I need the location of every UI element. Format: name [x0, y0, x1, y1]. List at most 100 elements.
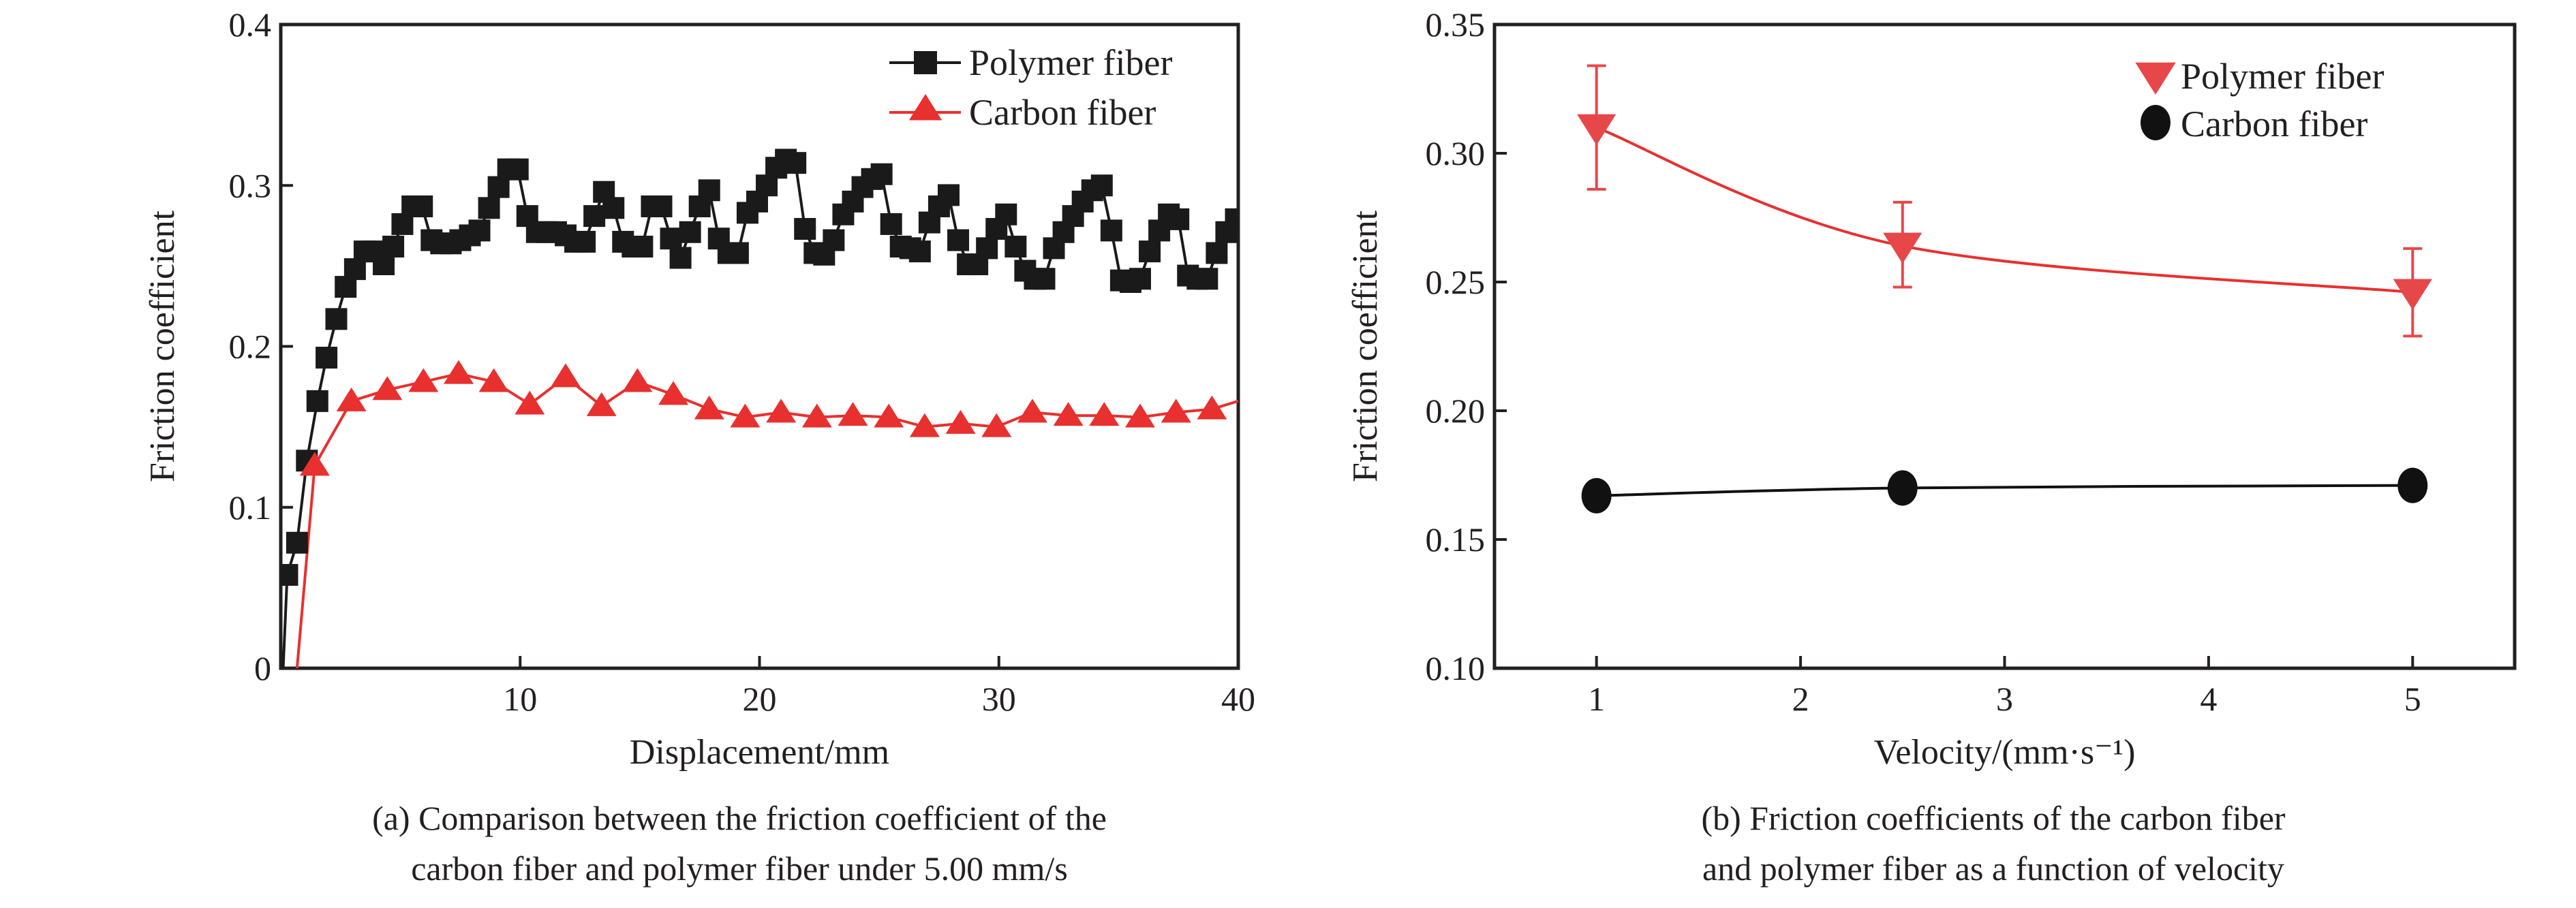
- polymer-fiber-point: [880, 213, 902, 235]
- y-tick-label: 0.15: [1426, 520, 1486, 559]
- x-tick-label: 1: [1588, 680, 1605, 718]
- polymer-fiber-point: [995, 203, 1017, 225]
- legend: Polymer fiber Carbon fiber: [889, 42, 1172, 133]
- carbon-fiber-point: [1124, 403, 1155, 428]
- x-tick-label: 2: [1792, 680, 1809, 718]
- legend-polymer-label: Polymer fiber: [2181, 56, 2384, 97]
- polymer-fiber-point: [650, 195, 673, 217]
- y-tick-label: 0.30: [1426, 134, 1486, 172]
- x-axis-label: Velocity/(mm·s⁻¹): [1874, 733, 2136, 772]
- carbon-fiber-point: [515, 390, 545, 415]
- caption-b-line-2: and polymer fiber as a function of veloc…: [1702, 849, 2284, 888]
- carbon-fiber-point: [694, 395, 724, 420]
- carbon-fiber-point: [874, 403, 904, 428]
- y-tick-label: 0.3: [229, 166, 272, 204]
- polymer-fiber-point: [947, 229, 970, 251]
- polymer-fiber-point: [1196, 268, 1218, 290]
- polymer-fiber-point: [1129, 268, 1151, 290]
- x-tick-label: 5: [2404, 680, 2421, 718]
- x-axis-label: Displacement/mm: [630, 733, 889, 772]
- polymer-fiber-point: [1090, 174, 1113, 197]
- legend-carbon-marker: [908, 94, 942, 121]
- legend-polymer-marker: [2135, 62, 2176, 95]
- carbon-fiber-point: [766, 398, 797, 423]
- polymer-fiber-point: [937, 184, 960, 206]
- carbon-fiber-point: [586, 392, 617, 416]
- carbon-fiber-point: [658, 381, 689, 405]
- carbon-fiber-point: [981, 413, 1012, 437]
- carbon-fiber-fit-curve: [1596, 484, 2413, 497]
- y-tick-label: 0.1: [229, 488, 272, 527]
- chart-b: 1 2 3 4 5 0.10 0.15 0.20 0.25 0.30 0.35 Velocity/(m…: [1346, 5, 2517, 772]
- polymer-fiber-point: [1206, 242, 1228, 264]
- x-tick-label: 30: [982, 680, 1016, 718]
- polymer-fiber-point: [574, 230, 596, 253]
- polymer-fiber-point: [506, 158, 529, 181]
- carbon-fiber-point: [372, 376, 403, 401]
- polymer-fiber-point: [823, 229, 845, 251]
- carbon-fiber-point: [838, 402, 868, 426]
- polymer-fiber-point: [1577, 114, 1616, 146]
- carbon-fiber-point: [478, 368, 509, 392]
- polymer-fiber-point: [1883, 232, 1922, 264]
- carbon-fiber-point: [408, 368, 439, 392]
- carbon-fiber-point: [1581, 478, 1612, 514]
- carbon-fiber-point: [550, 363, 581, 388]
- carbon-fiber-point: [336, 387, 367, 411]
- polymer-fiber-fit-curve: [1595, 126, 2413, 294]
- polymer-fiber-point: [286, 531, 308, 554]
- x-tick-label: 3: [1996, 680, 2013, 718]
- polymer-fiber-point: [631, 236, 654, 258]
- polymer-fiber-point: [726, 242, 749, 264]
- polymer-fiber-point: [794, 218, 816, 240]
- polymer-fiber-point: [306, 390, 328, 412]
- legend: Polymer fiber Carbon fiber: [2135, 56, 2384, 144]
- carbon-fiber-point: [1161, 398, 1191, 423]
- polymer-fiber-point: [1139, 240, 1161, 263]
- carbon-fiber-point: [1017, 398, 1047, 423]
- carbon-fiber-point: [909, 413, 940, 437]
- carbon-fiber-point: [443, 360, 474, 384]
- y-tick-label: 0.25: [1426, 263, 1486, 301]
- polymer-fiber-point: [679, 221, 701, 243]
- polymer-fiber-point: [1225, 208, 1238, 230]
- polymer-fiber-point: [870, 163, 893, 185]
- legend-carbon-label: Carbon fiber: [2181, 104, 2367, 144]
- x-tick-label: 40: [1221, 680, 1255, 718]
- polymer-fiber-point: [1005, 236, 1027, 258]
- polymer-fiber-point: [316, 347, 338, 369]
- y-tick-label: 0.20: [1426, 392, 1486, 430]
- carbon-fiber-point: [1887, 470, 1918, 506]
- x-tick-label: 4: [2200, 680, 2217, 718]
- carbon-fiber-point: [730, 403, 761, 428]
- polymer-fiber-point: [698, 179, 720, 202]
- polymer-fiber-point: [1100, 219, 1122, 242]
- polymer-fiber-point: [468, 219, 491, 242]
- polymer-fiber-point: [382, 236, 405, 258]
- carbon-fiber-point: [2397, 467, 2428, 503]
- carbon-fiber-point: [1197, 395, 1227, 420]
- polymer-fiber-point: [976, 237, 998, 260]
- x-tick-label: 10: [503, 680, 537, 718]
- legend-polymer-marker: [914, 51, 937, 74]
- polymer-fiber-point: [1033, 268, 1056, 290]
- polymer-fiber-point: [602, 197, 625, 219]
- y-axis-label: Friction coefficient: [143, 210, 182, 482]
- caption-b-line-1: (b) Friction coefficients of the carbon …: [1701, 799, 2285, 837]
- x-tick-label: 20: [743, 680, 777, 718]
- carbon-fiber-point: [1089, 402, 1120, 426]
- legend-carbon-label: Carbon fiber: [969, 92, 1156, 133]
- polymer-fiber-point: [583, 205, 606, 228]
- y-axis-label: Friction coefficient: [1346, 210, 1385, 482]
- polymer-fiber-point: [1167, 208, 1190, 230]
- y-tick-label: 0: [254, 649, 271, 687]
- carbon-fiber-point: [622, 368, 653, 392]
- carbon-fiber-point: [801, 403, 832, 428]
- polymer-fiber-point: [660, 228, 682, 250]
- legend-polymer-label: Polymer fiber: [969, 42, 1172, 83]
- y-tick-label: 0.10: [1426, 649, 1486, 687]
- polymer-fiber-point: [281, 563, 298, 586]
- carbon-fiber-point: [1053, 402, 1084, 426]
- carbon-fiber-line: [295, 372, 1238, 668]
